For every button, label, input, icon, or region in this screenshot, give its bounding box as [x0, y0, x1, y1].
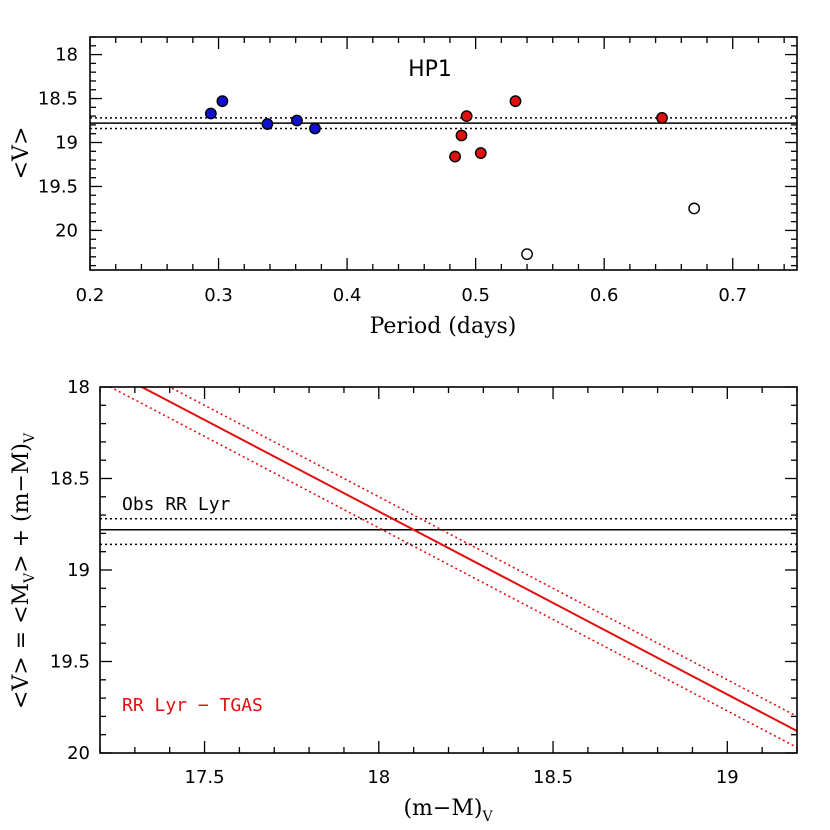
annotation-obs-rr-lyr: Obs RR Lyr — [122, 494, 231, 515]
y-tick-label: 19.5 — [50, 652, 90, 673]
bottom-x-axis-title-main: (m−M) — [403, 796, 482, 821]
y-tick-label: 20 — [67, 743, 90, 764]
data-point — [460, 110, 473, 123]
data-point — [509, 95, 522, 108]
top-y-tick-labels: 18 18.5 19 19.5 20 — [38, 45, 78, 242]
y-tick-label: 18 — [67, 377, 90, 398]
bottom-x-tick-labels: 17.5 18 18.5 19 — [185, 767, 739, 788]
data-point — [449, 150, 461, 163]
bottom-y-axis-title-sub1: V — [22, 572, 38, 584]
top-chart-title: HP1 — [408, 57, 452, 82]
y-tick-label: 18.5 — [38, 89, 78, 110]
y-tick-label: 19 — [55, 133, 78, 154]
data-point — [455, 129, 468, 142]
data-point — [474, 147, 487, 159]
relation-line-dotted — [108, 387, 797, 749]
relation-line-solid — [139, 387, 797, 732]
x-tick-label: 0.6 — [590, 285, 619, 306]
data-point — [216, 95, 229, 108]
bottom-x-axis-title-sub: V — [481, 809, 493, 825]
top-x-tick-labels: 0.2 0.3 0.4 0.5 0.6 0.7 — [76, 285, 747, 306]
top-reference-lines — [90, 117, 797, 130]
bottom-y-axis-title-b: > + (m−M) — [9, 443, 34, 573]
top-plot-frame — [89, 36, 798, 271]
bottom-chart-panel: 17.5 18 18.5 19 18 18.5 19 19.5 20 Obs RR Lyr R… — [9, 377, 798, 825]
bottom-plot-frame — [99, 386, 798, 754]
bottom-x-axis-title: (m−M)V — [403, 796, 493, 825]
top-x-axis-title: Period (days) — [370, 314, 517, 339]
annotation-rr-lyr-tgas: RR Lyr − TGAS — [122, 695, 263, 716]
x-tick-label: 18 — [367, 767, 390, 788]
y-tick-label: 19.5 — [38, 176, 78, 197]
x-tick-label: 18.5 — [533, 767, 573, 788]
data-point — [656, 111, 668, 124]
y-tick-label: 19 — [67, 560, 90, 581]
x-tick-label: 19 — [716, 767, 739, 788]
relation-line-dotted — [167, 387, 797, 718]
y-tick-label: 18 — [55, 45, 78, 66]
bottom-y-tick-labels: 18 18.5 19 19.5 20 — [50, 377, 90, 764]
bottom-relation-lines — [108, 387, 797, 749]
bottom-y-axis-title-a: <V> = <M — [9, 583, 34, 709]
bottom-axis-ticks — [99, 386, 798, 754]
top-chart-panel: 0.2 0.3 0.4 0.5 0.6 0.7 18 18.5 19 19.5 20 HP1 Pe… — [9, 36, 798, 339]
data-point — [291, 114, 303, 127]
y-tick-label: 18.5 — [50, 469, 90, 490]
x-tick-label: 0.7 — [718, 285, 747, 306]
data-point — [688, 202, 701, 215]
x-tick-label: 0.3 — [204, 285, 233, 306]
bottom-reference-lines — [100, 518, 797, 546]
top-data-points — [204, 95, 701, 261]
data-point — [521, 248, 533, 261]
top-axis-ticks — [89, 36, 797, 270]
top-y-axis-title: <V> — [9, 127, 34, 180]
y-tick-label: 20 — [55, 220, 78, 241]
x-tick-label: 0.2 — [76, 285, 105, 306]
data-point — [204, 107, 217, 120]
x-tick-label: 17.5 — [185, 767, 225, 788]
x-tick-label: 0.5 — [461, 285, 490, 306]
x-tick-label: 0.4 — [333, 285, 362, 306]
bottom-y-axis-title-sub2: V — [22, 432, 38, 444]
data-point — [309, 122, 321, 135]
data-point — [261, 118, 274, 130]
bottom-y-axis-title: <V> = <MV> + (m−M)V — [9, 432, 38, 709]
